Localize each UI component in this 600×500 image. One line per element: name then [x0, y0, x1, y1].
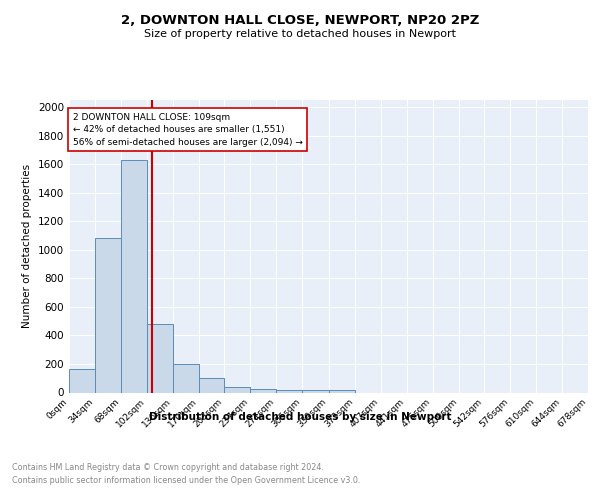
Text: Contains HM Land Registry data © Crown copyright and database right 2024.: Contains HM Land Registry data © Crown c… — [12, 462, 324, 471]
Text: Size of property relative to detached houses in Newport: Size of property relative to detached ho… — [144, 29, 456, 39]
Bar — [147, 324, 173, 392]
Bar — [224, 387, 250, 392]
Text: 2 DOWNTON HALL CLOSE: 109sqm
← 42% of detached houses are smaller (1,551)
56% of: 2 DOWNTON HALL CLOSE: 109sqm ← 42% of de… — [73, 113, 303, 147]
Bar — [173, 364, 199, 392]
Text: Contains public sector information licensed under the Open Government Licence v3: Contains public sector information licen… — [12, 476, 361, 485]
Bar — [199, 378, 224, 392]
Bar — [250, 389, 277, 392]
Bar — [302, 390, 329, 392]
Text: 2, DOWNTON HALL CLOSE, NEWPORT, NP20 2PZ: 2, DOWNTON HALL CLOSE, NEWPORT, NP20 2PZ — [121, 14, 479, 27]
Text: Distribution of detached houses by size in Newport: Distribution of detached houses by size … — [149, 412, 451, 422]
Y-axis label: Number of detached properties: Number of detached properties — [22, 164, 32, 328]
Bar — [329, 390, 355, 392]
Bar — [69, 369, 95, 392]
Bar — [95, 238, 121, 392]
Bar — [121, 160, 147, 392]
Bar — [277, 390, 302, 392]
